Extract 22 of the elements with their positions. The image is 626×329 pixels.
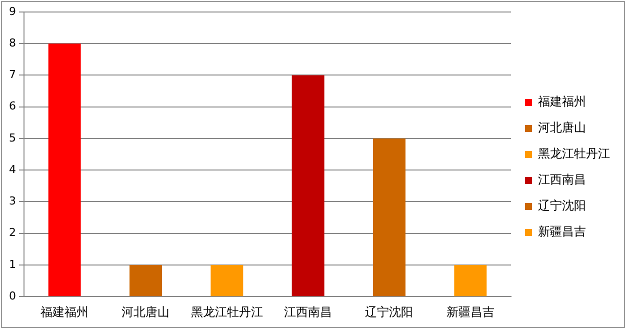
y-tick-label: 2 — [9, 226, 16, 240]
y-tick-label: 9 — [9, 4, 16, 18]
y-tick-label: 4 — [9, 162, 16, 176]
x-tick-label: 江西南昌 — [284, 304, 332, 319]
y-tick-label: 0 — [9, 289, 16, 302]
y-tick-label: 3 — [9, 194, 16, 208]
x-tick-label: 黑龙江牡丹江 — [190, 304, 263, 319]
legend-label: 辽宁沈阳 — [538, 198, 586, 213]
y-tick-label: 6 — [9, 100, 16, 113]
legend-label: 福建福州 — [538, 94, 586, 109]
legend-label: 河北唐山 — [538, 120, 586, 135]
legend-label: 黑龙江牡丹江 — [538, 146, 610, 161]
legend-label: 新疆昌吉 — [538, 224, 586, 239]
x-tick-label: 河北唐山 — [122, 304, 170, 319]
y-tick-label: 7 — [9, 68, 16, 82]
legend-label: 江西南昌 — [538, 172, 586, 187]
y-tick-label: 1 — [9, 258, 16, 271]
x-tick-label: 辽宁沈阳 — [365, 304, 414, 319]
x-tick-label: 福建福州 — [40, 304, 89, 319]
x-tick-label: 新疆昌吉 — [446, 304, 494, 319]
y-tick-label: 8 — [9, 36, 16, 50]
y-tick-label: 5 — [9, 131, 16, 144]
